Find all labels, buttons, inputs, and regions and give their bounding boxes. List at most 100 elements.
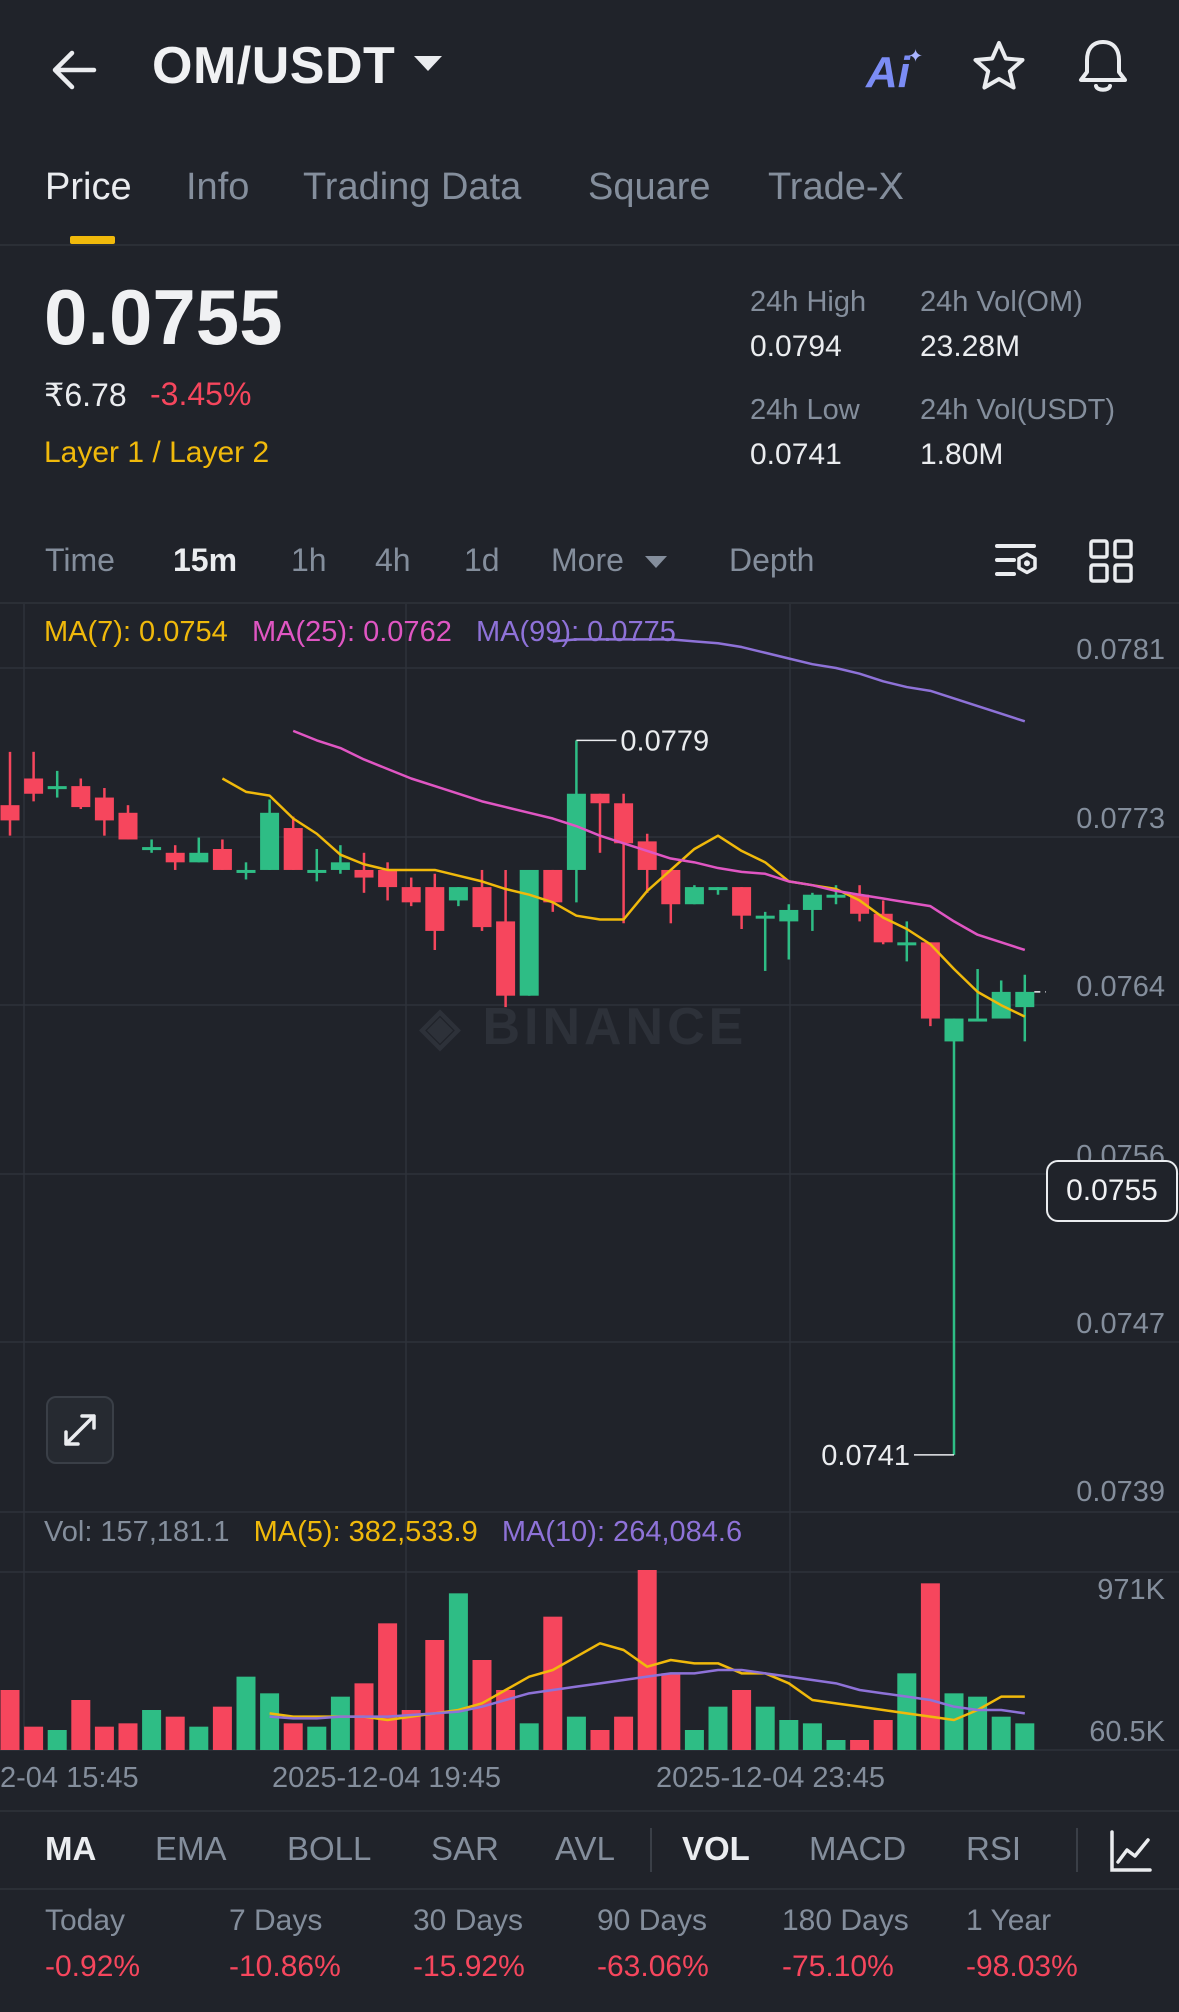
time-tick-label: 2025-12-04 19:45 [272,1762,501,1794]
chart-settings-icon[interactable] [994,538,1040,584]
ma25-value: MA(25): 0.0762 [251,616,452,648]
ai-button[interactable]: Ai [866,48,910,97]
volume-bar [543,1616,563,1750]
volume-bar [283,1723,303,1750]
depth-tab[interactable]: Depth [729,542,815,578]
last-price: 0.0755 [44,273,283,361]
ma25-line [292,729,1026,952]
indicator-vol[interactable]: VOL [682,1830,750,1867]
volume-bar [779,1720,799,1750]
tab-trade-x[interactable]: Trade-X [768,166,904,208]
perf-value: -63.06% [597,1950,709,1983]
volume-bar [637,1570,657,1750]
volume-bar [236,1676,256,1750]
candle-body [802,894,822,910]
bell-icon[interactable] [1074,36,1132,96]
category-tag[interactable]: Layer 1 / Layer 2 [44,436,270,469]
volume-tick-label: 60.5K [1089,1716,1165,1748]
volume-bar [118,1723,138,1750]
volume-legend: Vol: 157,181.1 MA(5): 382,533.9 MA(10): … [44,1516,742,1549]
stat-vol-quote-value: 1.80M [920,438,1004,471]
perf-label: Today [45,1904,126,1937]
indicator-ema[interactable]: EMA [155,1830,227,1867]
candle-body [519,869,539,996]
candlestick-chart[interactable]: ◈ BINANCE 0.0779 0.0741 [0,604,1179,1754]
interval-bar: Time 15m 1h 4h 1d More Depth [0,520,1179,604]
tab-trading-data[interactable]: Trading Data [303,166,522,208]
current-price-tag[interactable]: 0.0755 [1046,1160,1178,1222]
candle-body [637,841,657,870]
volume-bar [991,1716,1011,1750]
indicator-sar[interactable]: SAR [431,1830,499,1867]
fullscreen-button[interactable] [46,1396,114,1464]
volume-bar [968,1696,988,1750]
candle-body [165,852,185,863]
indicator-ma[interactable]: MA [45,1830,97,1867]
time-tick-label: 2025-12-04 23:45 [656,1762,885,1794]
perf-label: 30 Days [413,1904,524,1937]
favorite-star-icon[interactable] [970,38,1028,96]
back-arrow-icon[interactable] [48,44,100,96]
volume-bar [590,1730,610,1750]
interval-1d[interactable]: 1d [464,542,500,578]
low-price-marker: 0.0741 [821,1440,910,1472]
pair-title[interactable]: OM/USDT [152,37,396,95]
perf-value: -15.92% [413,1950,525,1983]
sparkle-icon: ✦ [908,46,924,66]
indicator-macd[interactable]: MACD [809,1830,907,1867]
candle-body [401,887,421,903]
volume-bar [448,1593,468,1750]
interval-4h[interactable]: 4h [375,542,411,578]
indicator-boll[interactable]: BOLL [287,1830,372,1867]
perf-value: -10.86% [229,1950,341,1983]
price-tick-label: 0.0739 [1076,1476,1165,1508]
candle-body [330,862,350,870]
volume-bar [378,1623,398,1750]
perf-value: -0.92% [45,1950,141,1983]
stat-vol-quote-label: 24h Vol(USDT) [920,394,1116,426]
indicator-rsi[interactable]: RSI [966,1830,1022,1867]
volume-bar [212,1706,232,1750]
ma7-line [221,777,1026,1018]
price-change-percent: -3.45% [150,376,252,412]
watermark-logo: ◈ BINANCE [419,998,747,1056]
candle-body [708,887,728,891]
volume-bar [944,1693,964,1750]
candle-body [684,887,704,905]
tab-price[interactable]: Price [45,166,132,208]
candle-body [661,869,681,905]
divider [650,1828,652,1872]
stat-low-value: 0.0741 [750,438,842,471]
volume-bar [401,1710,421,1750]
volume-bar [614,1716,634,1750]
volume-bar [94,1726,114,1750]
tab-info[interactable]: Info [186,166,250,208]
interval-time[interactable]: Time [45,542,115,578]
candle-body [283,828,303,870]
indicator-avl[interactable]: AVL [555,1830,615,1867]
perf-label: 90 Days [597,1904,708,1937]
candle-body [448,887,468,901]
interval-15m[interactable]: 15m [173,542,238,578]
stat-low-label: 24h Low [750,394,860,426]
volume-bar [472,1660,492,1750]
indicator-chart-icon[interactable] [1108,1828,1154,1874]
candle-body [755,915,775,919]
candle-body [590,793,610,804]
volume-bar [71,1700,91,1750]
volume-bar [260,1693,280,1750]
grid-layout-icon[interactable] [1088,538,1134,584]
candle-body [118,812,138,840]
more-caret-icon[interactable] [645,556,667,568]
tab-square[interactable]: Square [588,166,711,208]
interval-more[interactable]: More [551,542,624,578]
interval-1h[interactable]: 1h [291,542,327,578]
high-price-marker: 0.0779 [620,725,709,757]
section-tabs: Price Info Trading Data Square Trade-X [0,160,1179,246]
top-bar: OM/USDT Ai ✦ [0,0,1179,140]
candle-body [212,848,232,870]
candle-body [307,869,327,873]
price-tick-label: 0.0773 [1076,803,1165,835]
pair-dropdown-caret-icon[interactable] [414,56,442,71]
candle-body [189,852,209,863]
